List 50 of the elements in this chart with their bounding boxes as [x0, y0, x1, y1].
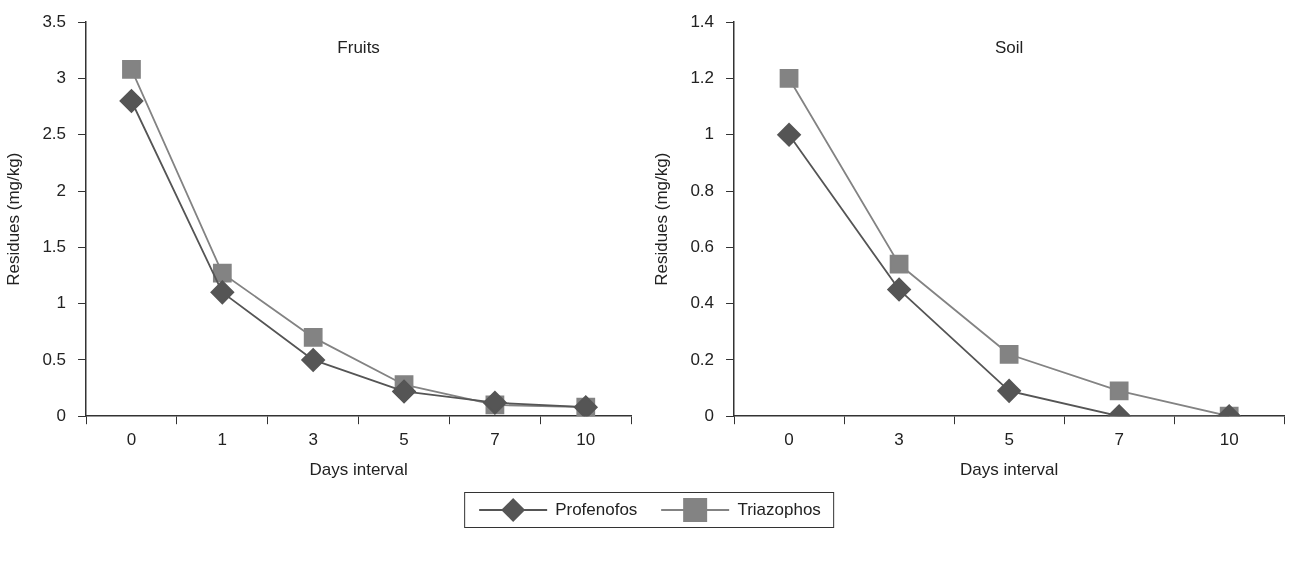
y-tick-label: 1: [56, 293, 67, 313]
point: [997, 378, 1022, 403]
x-tick-label: 7: [1114, 430, 1124, 450]
x-axis-title: Days interval: [959, 460, 1059, 480]
y-tick-label: 1.2: [690, 68, 715, 88]
y-tick-label: 3.5: [42, 11, 67, 31]
legend-label: Triazophos: [737, 500, 821, 520]
text: Soil: [994, 38, 1024, 58]
point: [887, 277, 911, 302]
x-tick-label: 7: [490, 430, 500, 450]
x-tick-label: 1: [217, 430, 228, 450]
point: [777, 122, 801, 147]
point: [889, 254, 909, 274]
point: [999, 344, 1019, 364]
y-tick-label: 0.5: [42, 349, 67, 369]
point: [392, 379, 416, 404]
y-tick-label: 2.5: [42, 124, 67, 144]
x-tick-label: 0: [126, 430, 137, 450]
y-tick-label: 0.4: [690, 293, 715, 313]
point: [779, 69, 799, 88]
y-tick-label: 3: [56, 68, 67, 88]
point: [301, 348, 326, 372]
y-tick-label: 1.5: [42, 237, 67, 257]
x-axis-title: Days interval: [309, 460, 408, 480]
point: [483, 390, 507, 415]
legend-label: Profenofos: [555, 500, 638, 520]
x-tick-label: 0: [784, 430, 794, 450]
point: [303, 328, 323, 347]
x-tick-label: 5: [1004, 430, 1014, 450]
text: Fruits: [337, 38, 380, 58]
point: [1109, 381, 1129, 401]
y-tick-label: 0.2: [690, 349, 715, 369]
x-tick-label: 10: [576, 430, 596, 450]
x-tick-label: 10: [1219, 430, 1239, 450]
point: [122, 60, 141, 79]
y-tick-label: 1.4: [690, 11, 715, 31]
y-tick-label: 0: [704, 405, 715, 425]
x-tick-label: 3: [308, 430, 318, 450]
y-tick-label: 1: [704, 124, 715, 144]
point: [210, 280, 235, 305]
x-tick-label: 5: [399, 430, 409, 450]
y-axis-title: Residues (mg/kg): [651, 152, 671, 286]
x-tick-label: 3: [894, 430, 904, 450]
y-tick-label: 0.8: [690, 180, 715, 200]
point: [212, 263, 232, 283]
y-tick-label: 2: [56, 180, 67, 200]
y-tick-label: 0: [56, 405, 67, 425]
y-axis-title: Residues (mg/kg): [3, 152, 23, 286]
point: [119, 89, 144, 113]
y-tick-label: 0.6: [690, 237, 715, 257]
